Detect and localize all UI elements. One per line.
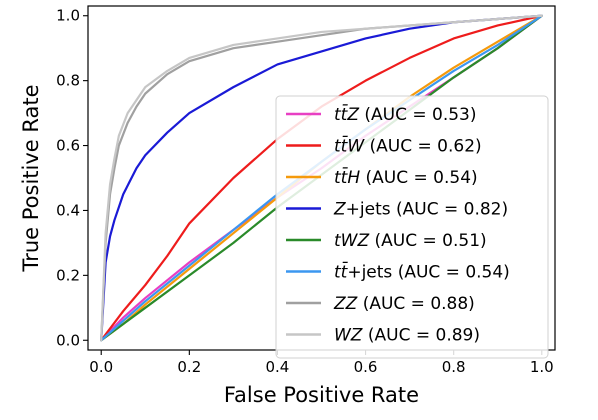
- x-axis-label: False Positive Rate: [224, 383, 419, 407]
- legend-entry: tt̄+jets (AUC = 0.54): [334, 260, 510, 282]
- y-tick-label: 0.8: [56, 72, 80, 90]
- legend-box: [275, 95, 549, 359]
- y-tick-label: 1.0: [56, 7, 80, 25]
- y-tick-label: 0.6: [56, 137, 80, 155]
- legend-entry: tWZ (AUC = 0.51): [334, 231, 487, 251]
- x-tick-label: 0.6: [354, 358, 378, 376]
- x-tick-label: 0.4: [266, 358, 290, 376]
- roc-curve-z-jets: [100, 14, 543, 342]
- legend-entry: ZZ (AUC = 0.88): [333, 294, 475, 314]
- y-tick-label: 0.4: [56, 201, 80, 219]
- legend-entry: tt̄Z (AUC = 0.53): [334, 103, 477, 125]
- ticks-layer: 0.0 0.2 0.4 0.6 0.8 1.0 0.0 0.2 0.4 0.6 0.8 1.0: [56, 7, 554, 376]
- x-tick-label: 0.2: [177, 358, 201, 376]
- legend-entry: tt̄H (AUC = 0.54): [334, 166, 478, 188]
- y-tick-label: 0.0: [56, 331, 80, 349]
- legend-entry: WZ (AUC = 0.89): [334, 326, 480, 346]
- legend-entry: tt̄W (AUC = 0.62): [334, 134, 482, 156]
- legend-entry: Z+jets (AUC = 0.82): [333, 200, 508, 220]
- y-axis-label: True Positive Rate: [19, 84, 43, 272]
- x-tick-label: 0.0: [89, 358, 113, 376]
- roc-curve-wz: [100, 14, 543, 342]
- y-tick-label: 0.2: [56, 266, 80, 284]
- legend: tt̄Z (AUC = 0.53) tt̄W (AUC = 0.62) tt̄H (…: [275, 95, 549, 359]
- x-tick-label: 1.0: [530, 358, 554, 376]
- x-tick-label: 0.8: [442, 358, 466, 376]
